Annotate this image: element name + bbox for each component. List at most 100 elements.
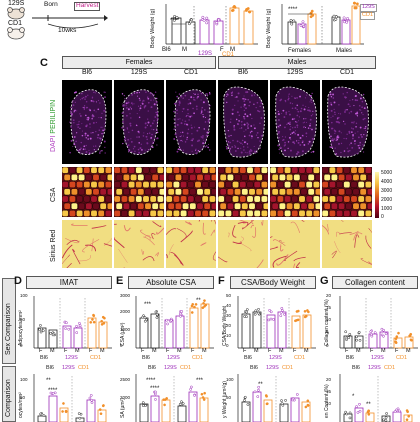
fiber bbox=[360, 203, 366, 209]
nucleus bbox=[79, 149, 81, 151]
collagen-strand bbox=[124, 225, 130, 231]
nucleus bbox=[310, 123, 311, 124]
nucleus bbox=[331, 140, 332, 141]
dot bbox=[232, 9, 234, 11]
nucleus bbox=[346, 109, 347, 110]
collagen-strand bbox=[211, 230, 215, 236]
nucleus bbox=[302, 135, 303, 136]
nucleus bbox=[206, 132, 208, 134]
nucleus bbox=[244, 98, 245, 99]
nucleus bbox=[330, 117, 331, 118]
nucleus bbox=[237, 148, 238, 149]
g-tick-0: 20 bbox=[326, 294, 331, 299]
nucleus bbox=[331, 146, 332, 147]
nucleus bbox=[208, 135, 209, 136]
nucleus bbox=[102, 127, 103, 128]
fiber bbox=[313, 167, 319, 173]
nucleus bbox=[296, 97, 298, 99]
dot bbox=[307, 404, 309, 406]
dot bbox=[40, 331, 42, 333]
sex-tick: M bbox=[279, 349, 284, 355]
fiber bbox=[143, 196, 149, 202]
nucleus bbox=[100, 150, 101, 151]
fiber bbox=[301, 174, 307, 180]
nucleus bbox=[347, 148, 348, 149]
nucleus bbox=[154, 116, 156, 118]
nucleus bbox=[74, 110, 76, 112]
nucleus bbox=[278, 119, 279, 120]
nucleus bbox=[247, 123, 248, 124]
dot bbox=[68, 328, 70, 330]
nucleus bbox=[310, 99, 311, 100]
group-label-bl6: Bl6 bbox=[142, 356, 150, 362]
fiber bbox=[204, 174, 210, 180]
csa-tick-1000: 1000 bbox=[381, 207, 392, 212]
nucleus bbox=[92, 100, 94, 102]
dot bbox=[156, 316, 158, 318]
dot bbox=[142, 316, 144, 318]
nucleus bbox=[351, 128, 352, 129]
nucleus bbox=[142, 103, 144, 105]
nucleus bbox=[237, 111, 239, 113]
nucleus bbox=[358, 147, 360, 149]
nucleus bbox=[202, 137, 203, 138]
collagen-strand bbox=[366, 236, 371, 249]
nucleus bbox=[131, 151, 132, 152]
dot bbox=[190, 388, 192, 390]
dot bbox=[91, 401, 93, 403]
nucleus bbox=[179, 118, 180, 119]
dot bbox=[103, 322, 105, 324]
collagen-strand bbox=[143, 257, 154, 261]
collagen-strand bbox=[104, 244, 112, 248]
nucleus bbox=[157, 132, 159, 134]
collagen-strand bbox=[155, 253, 158, 257]
fiber bbox=[71, 203, 77, 209]
nucleus bbox=[230, 135, 231, 136]
fiber bbox=[62, 167, 68, 173]
csa-tick-5000: 5000 bbox=[381, 171, 392, 176]
collagen-strand bbox=[174, 255, 183, 266]
nucleus bbox=[253, 125, 254, 126]
nucleus bbox=[305, 118, 306, 119]
fiber bbox=[157, 167, 163, 173]
nucleus bbox=[232, 113, 234, 115]
nucleus bbox=[286, 124, 287, 125]
fiber bbox=[261, 167, 267, 173]
fiber bbox=[175, 174, 181, 180]
sex-tick: F bbox=[293, 349, 296, 355]
bar bbox=[74, 328, 82, 348]
nucleus bbox=[226, 146, 227, 147]
fiber bbox=[62, 210, 68, 216]
dot bbox=[370, 331, 372, 333]
nucleus bbox=[363, 128, 364, 129]
legend-bl6: Bl6 bbox=[46, 366, 54, 372]
collagen-strand bbox=[211, 220, 216, 235]
nucleus bbox=[334, 138, 335, 139]
nucleus bbox=[70, 113, 72, 115]
nucleus bbox=[133, 148, 134, 149]
nucleus bbox=[309, 141, 311, 143]
sig-e-row1-a: *** bbox=[144, 302, 151, 308]
nucleus bbox=[360, 127, 362, 129]
nucleus bbox=[251, 95, 253, 97]
dot bbox=[142, 405, 144, 407]
dot bbox=[202, 16, 204, 18]
nucleus bbox=[361, 106, 363, 108]
collagen-strand bbox=[270, 237, 272, 246]
nucleus bbox=[292, 118, 294, 120]
nucleus bbox=[236, 119, 238, 121]
dot bbox=[385, 416, 387, 418]
nucleus bbox=[250, 132, 251, 133]
nucleus bbox=[179, 146, 180, 147]
collagen-strand bbox=[332, 251, 337, 258]
nucleus bbox=[226, 96, 227, 97]
nucleus bbox=[259, 140, 261, 142]
nucleus bbox=[258, 110, 260, 112]
dot bbox=[39, 324, 41, 326]
nucleus bbox=[234, 128, 235, 129]
nucleus bbox=[284, 144, 286, 146]
fiber bbox=[365, 167, 371, 173]
nucleus bbox=[177, 119, 179, 121]
nucleus bbox=[348, 131, 350, 133]
sex-tick: M bbox=[100, 349, 105, 355]
